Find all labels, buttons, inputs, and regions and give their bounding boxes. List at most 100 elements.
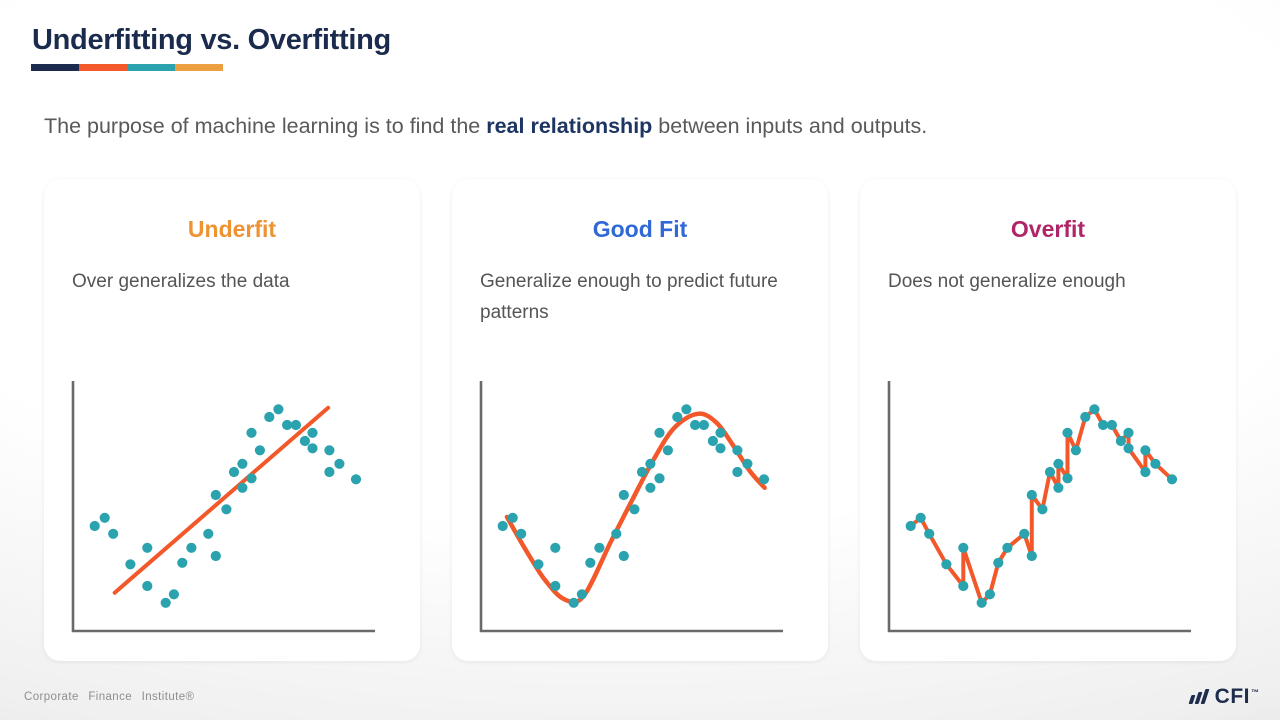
data-point: [958, 542, 969, 553]
footer-brand-text: Corporate Finance Institute®: [24, 690, 195, 703]
data-point: [1002, 542, 1013, 553]
title-accent-bar: [31, 64, 223, 71]
data-point: [568, 597, 579, 608]
data-point: [984, 589, 995, 600]
goodfit-chart: [479, 381, 783, 633]
subtitle-text-prefix: The purpose of machine learning is to fi…: [44, 114, 487, 138]
data-point: [1106, 419, 1117, 431]
data-point: [732, 466, 743, 478]
data-point: [550, 542, 561, 553]
data-point: [203, 528, 214, 539]
data-point: [681, 404, 692, 415]
data-point: [654, 473, 665, 484]
data-point: [1019, 528, 1030, 539]
data-point: [299, 435, 310, 447]
data-point: [237, 458, 248, 469]
data-point: [715, 443, 726, 454]
data-point: [307, 443, 318, 454]
data-point: [533, 559, 544, 570]
data-point: [1080, 411, 1091, 423]
card-underfit: Underfit Over generalizes the data: [44, 179, 420, 661]
data-point: [1166, 474, 1178, 485]
data-point: [516, 528, 527, 539]
cfi-slanted-bars-icon: [1188, 688, 1212, 704]
data-point: [1140, 445, 1151, 456]
data-point: [1037, 504, 1048, 515]
data-point: [99, 512, 110, 523]
data-point: [645, 458, 656, 469]
data-point: [707, 435, 718, 447]
card-underfit-title: Underfit: [187, 216, 277, 242]
data-point: [941, 559, 952, 570]
data-point: [672, 411, 683, 423]
data-point: [576, 589, 587, 600]
data-point: [1026, 550, 1037, 562]
slide-subtitle: The purpose of machine learning is to fi…: [44, 114, 927, 139]
card-goodfit-description: Generalize enough to predict future patt…: [480, 271, 778, 323]
data-point: [210, 550, 221, 562]
data-point: [758, 474, 770, 485]
cfi-logo-text: CFI: [1214, 684, 1250, 708]
data-point: [618, 489, 629, 501]
accent-bar-segment-orange: [79, 64, 127, 71]
overfit-chart: [887, 381, 1191, 633]
data-point: [1150, 458, 1161, 469]
data-point: [698, 419, 709, 431]
data-point: [976, 597, 987, 608]
data-point: [924, 528, 935, 539]
data-point: [1053, 482, 1064, 493]
data-point: [254, 445, 265, 456]
data-point: [1062, 427, 1073, 438]
data-point: [168, 589, 179, 600]
data-point: [1070, 445, 1081, 456]
data-point: [273, 404, 284, 415]
data-point: [282, 419, 293, 431]
data-point: [732, 445, 743, 456]
data-point: [905, 520, 916, 532]
data-point: [177, 557, 188, 568]
data-point: [629, 504, 640, 515]
data-point: [228, 466, 240, 478]
data-point: [142, 542, 153, 553]
data-point: [186, 542, 197, 553]
data-point: [1026, 489, 1037, 501]
accent-bar-segment-navy: [31, 64, 79, 71]
data-point: [1062, 473, 1073, 484]
data-point: [1098, 419, 1109, 431]
data-point: [690, 419, 701, 431]
data-point: [585, 557, 596, 568]
card-overfit: Overfit Does not generalize enough: [860, 179, 1236, 661]
data-point: [654, 427, 665, 438]
data-point: [160, 597, 171, 608]
data-point: [125, 559, 136, 570]
accent-bar-segment-teal: [127, 64, 175, 71]
data-point: [324, 466, 335, 478]
cfi-logo: CFI ™: [1188, 684, 1259, 708]
trademark-symbol: ™: [1251, 687, 1259, 697]
data-point: [1123, 427, 1134, 438]
card-underfit-description: Over generalizes the data: [72, 271, 290, 292]
subtitle-text-suffix: between inputs and outputs.: [652, 114, 928, 138]
data-point: [1053, 458, 1064, 469]
subtitle-emphasis: real relationship: [486, 114, 653, 138]
data-point: [290, 419, 301, 431]
data-point: [89, 520, 100, 532]
data-point: [108, 528, 119, 539]
data-point: [1140, 466, 1151, 478]
data-point: [636, 466, 648, 478]
data-point: [350, 474, 362, 485]
data-point: [550, 580, 561, 592]
data-point: [210, 489, 221, 501]
data-point: [1089, 404, 1100, 415]
data-point: [497, 520, 508, 532]
cards-row: Underfit Over generalizes the data Good …: [44, 179, 1236, 661]
data-point: [715, 427, 726, 438]
data-point: [507, 512, 518, 523]
chart-axes: [887, 381, 1191, 633]
slide-title: Underfitting vs. Overfitting: [32, 24, 391, 56]
chart-axes: [479, 381, 783, 633]
data-point: [662, 445, 673, 456]
fit-line: [112, 405, 331, 595]
data-point: [142, 580, 153, 592]
accent-bar-segment-amber: [175, 64, 223, 71]
